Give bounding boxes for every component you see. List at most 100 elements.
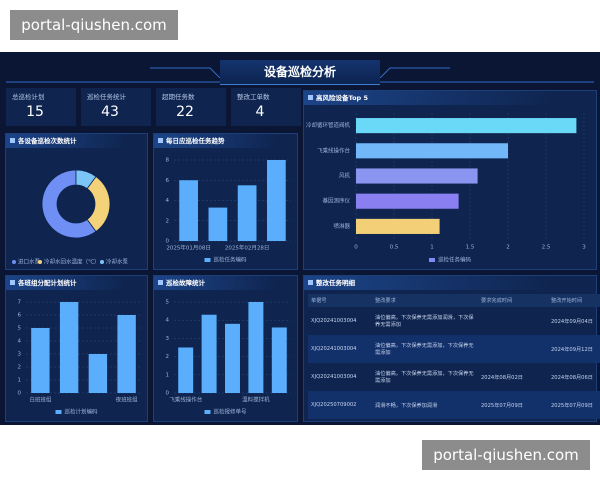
column-header: 整改要求: [372, 294, 478, 307]
legend-swatch: [204, 258, 211, 262]
kpi-label: 巡检任务统计: [87, 93, 126, 101]
y-tick-label: 2: [166, 354, 170, 360]
panel-title: 整改任务明细: [304, 276, 596, 290]
kpi-label: 超期任务数: [162, 93, 195, 101]
bar: [31, 328, 50, 393]
kpi-label: 总巡检计划: [12, 93, 45, 101]
x-tick-label: 3: [582, 245, 586, 251]
kpi-value: 22: [176, 104, 194, 120]
watermark: portal-qiushen.com: [422, 440, 590, 470]
bar: [267, 160, 286, 241]
column-header: 整改开始时间: [548, 294, 600, 307]
column-header: 单据号: [308, 294, 372, 307]
y-tick-label: 0: [166, 391, 170, 397]
kpi-value: 4: [255, 104, 265, 120]
chart: 进口水泵 冷却水回水温度（℃） 冷却水泵: [12, 169, 129, 266]
panel: 进口水泵 冷却水回水温度（℃） 冷却水泵 各设备巡检次数统计: [5, 133, 148, 270]
legend-label: 冷却水回水温度（℃）: [44, 258, 100, 266]
y-tick-label: 飞乘线操作台: [317, 146, 351, 154]
kpi-label: 整改工单数: [237, 93, 270, 101]
kpi-card: 整改工单数 4: [231, 88, 301, 126]
table-cell: 2025年07月09日: [548, 391, 600, 419]
x-tick-label: 0: [354, 245, 358, 251]
panel: 0 0.5 1 1.5 2 2.5 3 冷却循环管道阀机 飞乘线操作台 风机 基因测序仪 喷淋器 巡检任…: [303, 90, 597, 270]
legend-label: 巡检任务编码: [214, 256, 248, 264]
x-tick-label: 温料搅拌机: [242, 396, 270, 404]
bar: [356, 193, 459, 209]
table-cell: 2025年07月09日: [478, 391, 548, 419]
panel-title: 高风险设备Top 5: [304, 91, 596, 105]
table-cell: XJQ20241003004: [311, 318, 357, 324]
x-tick-label: 2.5: [542, 245, 551, 251]
y-tick-label: 8: [166, 158, 170, 164]
kpi-card: 超期任务数 22: [156, 88, 226, 126]
bar: [356, 118, 577, 134]
legend-swatch: [204, 410, 211, 414]
legend-label: 巡检报修单号: [214, 408, 248, 416]
table-cell: 油位偏高，下次保养无需添加，下次保养无需添加: [372, 335, 478, 363]
panel-title: 各设备巡检次数统计: [6, 134, 147, 148]
column-header: 要求完成时间: [478, 294, 548, 307]
panel: 0 2 4 6 8 2025年01月08日 2025年02月28日 巡检任务编码 每日应巡检任务…: [153, 133, 298, 270]
y-tick-label: 喷淋器: [333, 222, 350, 230]
y-tick-label: 6: [166, 178, 170, 184]
bar: [356, 143, 508, 159]
table-cell: 油位偏高，下次保养无需添加，下次保养无需添加: [375, 371, 474, 384]
y-tick-label: 2: [166, 218, 170, 224]
y-tick-label: 1: [18, 378, 22, 384]
legend-label: 进口水泵: [18, 258, 41, 266]
bar: [59, 302, 79, 393]
bar: [179, 180, 198, 241]
table-cell: XJQ20241003004: [308, 335, 372, 363]
x-tick-label: 2025年01月08日: [166, 244, 211, 252]
x-tick-label: 夜班班组: [116, 396, 139, 404]
legend-label: 巡检任务编码: [438, 256, 472, 264]
table-row: XJQ20241003004 油位偏高，下次保养无需添加，下次保养无需添加 2024…: [308, 363, 600, 391]
bar: [248, 302, 264, 393]
table-cell: XJQ20241003004: [311, 374, 357, 380]
bar: [178, 347, 194, 393]
watermark: portal-qiushen.com: [10, 10, 178, 40]
table-row: XJQ20250709002 润滑不畅，下次保养加润滑 2025年07月09日 202…: [308, 391, 600, 419]
bar: [117, 315, 136, 393]
panel-title: 各班组分配计划统计: [6, 276, 147, 290]
table-cell: 油位偏高，下次保养无需添加润滑，下次保养无需添加: [375, 315, 474, 328]
table-cell: 2024年08月02日: [481, 374, 523, 381]
y-tick-label: 0: [18, 391, 22, 397]
panel: 0 1 2 3 4 5 6 7 白班班组 夜班班组 巡检计划编码 各班组分配计划统计: [5, 275, 148, 422]
panel-title: 巡检故障统计: [154, 276, 297, 290]
pie-slice: [86, 175, 111, 233]
table-cell: XJQ20250709002: [308, 391, 372, 419]
legend-label: 巡检计划编码: [65, 408, 99, 416]
x-tick-label: 白班班组: [29, 396, 52, 404]
pie-slice: [41, 169, 97, 239]
y-tick-label: 5: [166, 300, 170, 306]
legend-swatch: [55, 410, 62, 414]
x-tick-label: 2: [506, 245, 510, 251]
y-tick-label: 4: [18, 339, 22, 345]
y-tick-label: 1: [166, 372, 170, 378]
table-header: 单据号 整改要求 要求完成时间 整改开始时间: [308, 294, 600, 307]
bar: [225, 323, 240, 393]
y-tick-label: 4: [166, 198, 170, 204]
table-cell: 2024年09月04日: [551, 318, 593, 325]
bar: [237, 185, 257, 241]
kpi-value: 15: [26, 104, 44, 120]
kpi-card: 巡检任务统计 43: [81, 88, 151, 126]
chart: 0 0.5 1 1.5 2 2.5 3 冷却循环管道阀机飞乘线操作台风机基因测序仪喷淋器巡检任…: [306, 113, 586, 264]
y-tick-label: 5: [18, 326, 22, 332]
kpi-card: 总巡检计划 15: [6, 88, 76, 126]
y-tick-label: 2: [18, 365, 22, 371]
panel-title: 每日应巡检任务趋势: [154, 134, 297, 148]
x-tick-label: 2025年02月28日: [225, 244, 270, 252]
bar: [208, 207, 228, 241]
dashboard-title: 设备巡检分析: [220, 60, 380, 85]
bar: [271, 327, 287, 393]
y-tick-label: 7: [18, 300, 22, 306]
y-tick-label: 4: [166, 318, 170, 324]
bar: [356, 168, 478, 184]
